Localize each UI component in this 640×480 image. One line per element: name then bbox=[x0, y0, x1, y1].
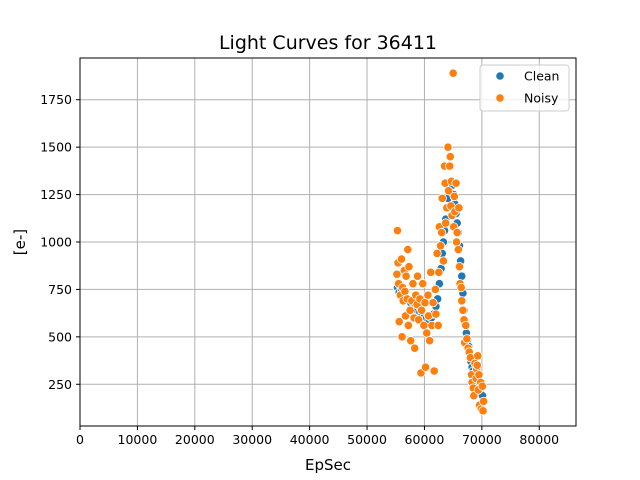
noisy-point bbox=[423, 311, 434, 321]
noisy-point bbox=[454, 203, 464, 213]
x-tick-label: 40000 bbox=[290, 432, 330, 447]
noisy-point bbox=[392, 226, 403, 236]
y-axis-label: [e-] bbox=[11, 229, 29, 255]
noisy-point bbox=[451, 178, 461, 188]
legend: Clean Noisy bbox=[479, 64, 570, 112]
noisy-series bbox=[392, 68, 489, 416]
legend-marker-clean bbox=[495, 71, 505, 81]
noisy-point bbox=[419, 320, 429, 331]
noisy-point bbox=[431, 309, 441, 319]
noisy-point bbox=[443, 186, 454, 196]
noisy-point bbox=[458, 305, 468, 315]
y-tick-label: 500 bbox=[48, 329, 72, 344]
noisy-point bbox=[423, 290, 433, 300]
noisy-point bbox=[397, 332, 407, 342]
noisy-point bbox=[429, 366, 439, 376]
noisy-point bbox=[396, 254, 407, 264]
noisy-point bbox=[400, 286, 410, 296]
noisy-point bbox=[422, 328, 432, 338]
y-tick-label: 750 bbox=[48, 282, 72, 297]
y-tick-label: 1500 bbox=[40, 140, 72, 155]
noisy-point bbox=[410, 343, 420, 353]
x-tick-label: 70000 bbox=[462, 432, 502, 447]
noisy-point bbox=[461, 320, 471, 331]
grid bbox=[79, 58, 576, 426]
noisy-point bbox=[433, 320, 443, 331]
axis-ticks: 0 10000 20000 30000 40000 50000 60000 70000 8000… bbox=[40, 92, 559, 447]
noisy-point bbox=[394, 317, 404, 327]
chart-title: Light Curves for 36411 bbox=[219, 32, 437, 54]
noisy-point bbox=[426, 267, 436, 277]
noisy-point bbox=[477, 381, 488, 391]
x-tick-label: 60000 bbox=[405, 432, 445, 447]
noisy-point bbox=[478, 396, 489, 406]
noisy-point bbox=[437, 227, 447, 238]
noisy-point bbox=[441, 218, 451, 228]
noisy-point bbox=[420, 298, 430, 308]
noisy-point bbox=[412, 271, 423, 281]
noisy-point bbox=[403, 320, 413, 331]
legend-marker-noisy bbox=[495, 93, 505, 103]
noisy-point bbox=[472, 360, 482, 370]
legend-label-noisy: Noisy bbox=[524, 91, 559, 106]
noisy-point bbox=[401, 271, 411, 281]
noisy-point bbox=[435, 241, 446, 251]
noisy-point bbox=[408, 279, 418, 289]
noisy-point bbox=[456, 282, 466, 293]
noisy-point bbox=[448, 68, 458, 78]
noisy-point bbox=[443, 142, 453, 152]
noisy-point bbox=[405, 305, 415, 315]
x-tick-label: 10000 bbox=[118, 432, 158, 447]
legend-label-clean: Clean bbox=[524, 69, 559, 84]
noisy-point bbox=[392, 269, 402, 279]
noisy-point bbox=[428, 298, 438, 308]
y-tick-label: 1750 bbox=[40, 92, 72, 107]
noisy-point bbox=[474, 370, 484, 380]
noisy-point bbox=[449, 191, 459, 202]
noisy-point bbox=[418, 279, 428, 289]
noisy-point bbox=[406, 336, 416, 346]
noisy-point bbox=[404, 262, 414, 272]
noisy-point bbox=[432, 248, 442, 258]
x-tick-label: 50000 bbox=[347, 432, 387, 447]
y-tick-label: 250 bbox=[48, 377, 72, 392]
noisy-point bbox=[420, 362, 431, 372]
noisy-point bbox=[445, 152, 455, 162]
noisy-point bbox=[473, 351, 483, 361]
x-axis-label: EpSec bbox=[305, 456, 351, 474]
noisy-point bbox=[403, 244, 413, 255]
noisy-point bbox=[434, 267, 444, 277]
x-tick-label: 0 bbox=[76, 432, 84, 447]
noisy-point bbox=[438, 256, 448, 266]
noisy-point bbox=[462, 334, 472, 344]
noisy-point bbox=[437, 193, 447, 203]
noisy-point bbox=[454, 262, 465, 272]
clean-point bbox=[457, 271, 467, 281]
noisy-point bbox=[453, 244, 463, 255]
x-tick-label: 20000 bbox=[175, 432, 215, 447]
noisy-point bbox=[414, 315, 424, 325]
noisy-point bbox=[451, 237, 462, 247]
noisy-point bbox=[416, 305, 427, 315]
noisy-point bbox=[430, 284, 440, 295]
noisy-point bbox=[452, 227, 462, 238]
y-tick-label: 1000 bbox=[40, 235, 72, 250]
noisy-point bbox=[425, 336, 435, 346]
noisy-point bbox=[457, 296, 467, 306]
noisy-point bbox=[478, 406, 488, 416]
noisy-point bbox=[445, 161, 455, 171]
x-tick-label: 80000 bbox=[519, 432, 559, 447]
y-tick-label: 1250 bbox=[40, 187, 72, 202]
x-tick-label: 30000 bbox=[232, 432, 272, 447]
